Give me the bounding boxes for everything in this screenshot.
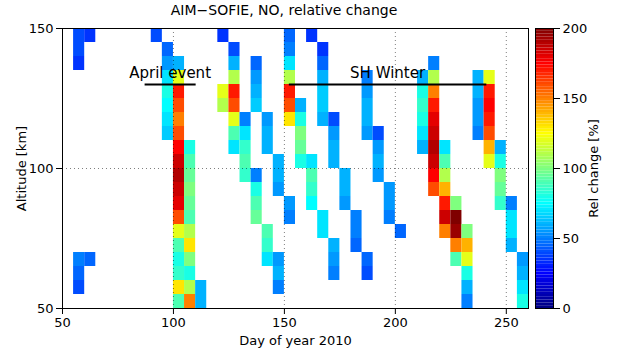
svg-text:SH Winter: SH Winter	[350, 64, 426, 82]
svg-text:0: 0	[563, 301, 571, 316]
svg-text:50: 50	[563, 231, 580, 246]
svg-text:50: 50	[37, 301, 54, 316]
svg-text:100: 100	[563, 161, 588, 176]
svg-text:Altitude [km]: Altitude [km]	[14, 126, 29, 211]
svg-text:150: 150	[29, 21, 54, 36]
svg-text:200: 200	[563, 21, 588, 36]
svg-text:Day of year 2010: Day of year 2010	[239, 333, 352, 348]
svg-text:April event: April event	[129, 64, 211, 82]
html-text:AIM−SOFIE, NO, relative change: AIM−SOFIE, NO, relative change	[170, 2, 398, 18]
svg-text:200: 200	[383, 315, 408, 330]
svg-text:Rel change [%]: Rel change [%]	[586, 119, 601, 218]
svg-text:100: 100	[29, 161, 54, 176]
svg-text:250: 250	[494, 315, 519, 330]
svg-text:150: 150	[563, 91, 588, 106]
svg-text:50: 50	[54, 315, 71, 330]
svg-text:100: 100	[161, 315, 186, 330]
svg-text:150: 150	[272, 315, 297, 330]
